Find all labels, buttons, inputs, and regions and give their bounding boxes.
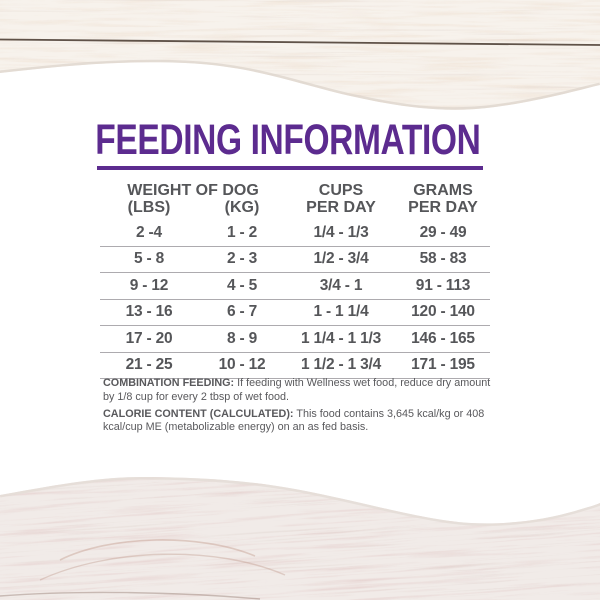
footnotes: COMBINATION FEEDING: If feeding with Wel…: [103, 377, 503, 438]
cell-grams: 146 - 165: [411, 329, 475, 347]
note-text: This food contains 3,645 kcal/kg or 408 …: [103, 407, 485, 434]
cell-cups: 1 1/4 - 1 1/3: [300, 329, 382, 347]
cell-grams: 120 - 140: [411, 303, 475, 321]
table-row: 13 - 16 6 - 7 1 - 1 1/4 120 - 140: [100, 300, 490, 326]
cell-cups: 1 - 1 1/4: [313, 303, 369, 321]
table-row: 9 - 12 4 - 5 3/4 - 1 91 - 113: [100, 273, 490, 300]
col-header-grams: GRAMS: [413, 182, 473, 199]
cell-grams: 91 - 113: [415, 276, 471, 294]
bottom-wood-plank: [0, 477, 600, 600]
cell-cups: 3/4 - 1: [319, 276, 363, 294]
note-text: If feeding with Wellness wet food, reduc…: [103, 377, 491, 403]
table-row: 2 -4 1 - 2 1/4 - 1/3 29 - 49: [100, 220, 490, 247]
cell-cups: 1/2 - 3/4: [313, 250, 369, 268]
combination-feeding-note: COMBINATION FEEDING: If feeding with Wel…: [103, 377, 503, 405]
col-header-cups-per-day: PER DAY: [306, 199, 376, 216]
wood-knot-swirl: [59, 539, 256, 561]
col-header-kg: (KG): [224, 199, 260, 216]
cell-cups: 1/4 - 1/3: [313, 223, 369, 241]
cell-kg: 2 - 3: [226, 250, 257, 268]
cell-lbs: 21 - 25: [125, 356, 173, 374]
cell-lbs: 13 - 16: [125, 303, 173, 321]
col-header-cups: CUPS: [318, 182, 364, 199]
cell-kg: 6 - 7: [226, 303, 257, 321]
cell-cups: 1 1/2 - 1 3/4: [300, 356, 382, 374]
cell-grams: 29 - 49: [419, 223, 467, 241]
cell-lbs: 2 -4: [136, 223, 162, 241]
table-row: 21 - 25 10 - 12 1 1/2 - 1 3/4 171 - 195: [100, 353, 490, 379]
title-underline: [97, 166, 483, 170]
col-header-lbs: (LBS): [127, 199, 171, 216]
page-title: FEEDING INFORMATION: [95, 116, 481, 164]
table-header: WEIGHT OF DOG CUPS GRAMS (LBS) (KG) PER …: [100, 182, 490, 216]
table-row: 17 - 20 8 - 9 1 1/4 - 1 1/3 146 - 165: [100, 326, 490, 353]
plank-seam-line: [0, 591, 261, 600]
col-header-weight-of-dog: WEIGHT OF DOG: [127, 182, 259, 199]
cell-lbs: 9 - 12: [129, 276, 169, 294]
cell-kg: 10 - 12: [218, 356, 266, 374]
table-body: 2 -4 1 - 2 1/4 - 1/3 29 - 49 5 - 8 2 - 3…: [100, 220, 490, 379]
note-label: CALORIE CONTENT (CALCULATED):: [103, 407, 294, 420]
table-row: 5 - 8 2 - 3 1/2 - 3/4 58 - 83: [100, 247, 490, 273]
cell-kg: 8 - 9: [226, 329, 257, 347]
plank-seam-line: [0, 38, 600, 46]
calorie-content-note: CALORIE CONTENT (CALCULATED): This food …: [103, 408, 503, 436]
cell-grams: 171 - 195: [411, 356, 475, 374]
feeding-table: WEIGHT OF DOG CUPS GRAMS (LBS) (KG) PER …: [100, 182, 490, 379]
wood-knot-swirl: [39, 553, 286, 581]
cell-grams: 58 - 83: [419, 250, 467, 268]
note-label: COMBINATION FEEDING:: [103, 377, 235, 389]
cell-kg: 4 - 5: [226, 276, 257, 294]
cell-lbs: 17 - 20: [125, 329, 173, 347]
col-header-grams-per-day: PER DAY: [408, 199, 478, 216]
cell-lbs: 5 - 8: [133, 250, 164, 268]
cell-kg: 1 - 2: [226, 223, 257, 241]
